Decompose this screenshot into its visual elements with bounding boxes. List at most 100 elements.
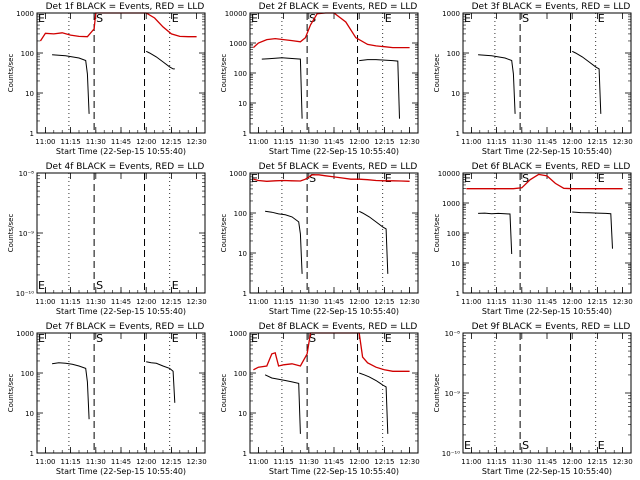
x-tick-label: 11:45: [537, 138, 557, 146]
y-tick-label: 1000: [442, 10, 460, 18]
y-tick-label: 10⁻⁹: [445, 390, 461, 398]
x-tick-label: 11:30: [512, 298, 532, 306]
y-tick-label: 1: [243, 290, 247, 298]
plot-frame: [249, 172, 419, 294]
x-tick-label: 12:15: [161, 138, 181, 146]
y-tick-label: 1000: [229, 40, 247, 48]
y-tick-label: 10⁻⁹: [19, 230, 35, 238]
marker-label: E: [598, 12, 605, 25]
marker-label: S: [96, 279, 103, 292]
events-series-line: [478, 212, 513, 255]
plot-frame: [249, 12, 419, 134]
x-tick-label: 12:15: [374, 138, 394, 146]
subplot-title: Det 1f BLACK = Events, RED = LLD: [46, 2, 205, 12]
plot-frame: [36, 332, 206, 454]
y-tick-label: 1: [30, 450, 34, 458]
events-series-line: [52, 54, 90, 114]
y-tick-label: 100: [234, 70, 247, 78]
x-tick-label: 12:15: [374, 458, 394, 466]
subplot-title: Det 8f BLACK = Events, RED = LLD: [259, 322, 418, 332]
plot-frame: [462, 12, 632, 134]
x-tick-label: 12:30: [400, 138, 420, 146]
lld-series-line: [466, 173, 623, 190]
y-tick-label: 1: [456, 130, 460, 138]
x-tick-label: 11:15: [487, 138, 507, 146]
x-tick-label: 11:45: [111, 298, 131, 306]
corner-label: E: [38, 332, 45, 345]
x-axis-label: Start Time (22-Sep-15 10:55:40): [56, 147, 186, 156]
y-tick-label: 100: [447, 50, 460, 58]
events-series-line: [265, 210, 303, 274]
plot-frame: [462, 172, 632, 294]
x-tick-label: 11:00: [35, 458, 55, 466]
y-tick-label: 100: [21, 370, 34, 378]
y-tick-label: 1: [456, 290, 460, 298]
x-tick-label: 11:30: [299, 138, 319, 146]
marker-label: E: [598, 439, 605, 452]
x-tick-label: 12:15: [161, 298, 181, 306]
x-tick-label: 11:30: [86, 458, 106, 466]
x-axis-label: Start Time (22-Sep-15 10:55:40): [56, 467, 186, 476]
y-tick-label: 10: [25, 410, 34, 418]
x-tick-label: 12:30: [400, 458, 420, 466]
y-tick-label: 10⁻⁸: [19, 170, 35, 178]
x-tick-label: 11:45: [324, 138, 344, 146]
y-tick-label: 1000: [16, 330, 34, 338]
x-tick-label: 11:45: [537, 298, 557, 306]
x-tick-label: 11:15: [61, 298, 81, 306]
marker-label: S: [96, 332, 103, 345]
y-tick-label: 10: [451, 260, 460, 268]
subplot-title: Det 9f BLACK = Events, RED = LLD: [472, 322, 631, 332]
subplot: Det 8f BLACK = Events, RED = LLD Counts/s…: [220, 322, 420, 476]
x-tick-label: 11:30: [299, 298, 319, 306]
y-tick-label: 1000: [16, 10, 34, 18]
x-tick-label: 11:30: [512, 458, 532, 466]
events-series-line: [359, 59, 400, 119]
events-series-line: [52, 362, 90, 420]
marker-label: E: [172, 279, 179, 292]
events-series-line: [572, 211, 613, 249]
plot-frame: [36, 12, 206, 134]
events-series-line: [264, 374, 301, 434]
y-tick-label: 10: [238, 100, 247, 108]
plot-frame: [36, 172, 206, 294]
marker-label: E: [172, 332, 179, 345]
y-tick-label: 10: [451, 90, 460, 98]
x-tick-label: 12:15: [587, 458, 607, 466]
x-tick-label: 12:30: [613, 458, 633, 466]
x-tick-label: 12:00: [562, 138, 582, 146]
y-tick-label: 100: [234, 370, 247, 378]
y-axis-label: Counts/sec: [433, 214, 441, 253]
y-tick-label: 10⁻⁸: [445, 330, 461, 338]
subplot: Det 7f BLACK = Events, RED = LLD Counts/s…: [7, 322, 207, 476]
x-tick-label: 11:15: [274, 298, 294, 306]
x-tick-label: 12:15: [587, 298, 607, 306]
x-tick-label: 12:00: [562, 458, 582, 466]
corner-label: E: [464, 172, 471, 185]
y-axis-label: Counts/sec: [433, 374, 441, 413]
x-axis-label: Start Time (22-Sep-15 10:55:40): [482, 307, 612, 316]
x-tick-label: 11:30: [86, 298, 106, 306]
y-axis-label: Counts/sec: [7, 374, 15, 413]
x-tick-label: 11:00: [248, 138, 268, 146]
corner-label: E: [464, 439, 471, 452]
x-tick-label: 11:45: [324, 458, 344, 466]
x-tick-label: 12:30: [187, 458, 207, 466]
subplot: Det 3f BLACK = Events, RED = LLD Counts/s…: [433, 2, 633, 156]
marker-label: S: [522, 12, 529, 25]
x-tick-label: 11:00: [248, 458, 268, 466]
x-axis-label: Start Time (22-Sep-15 10:55:40): [482, 467, 612, 476]
y-tick-label: 100: [21, 50, 34, 58]
x-tick-label: 11:15: [61, 138, 81, 146]
subplot-title: Det 7f BLACK = Events, RED = LLD: [46, 322, 205, 332]
x-tick-label: 12:00: [349, 458, 369, 466]
x-tick-label: 12:00: [136, 458, 156, 466]
events-series-line: [478, 54, 516, 114]
y-tick-label: 100: [447, 230, 460, 238]
x-axis-label: Start Time (22-Sep-15 10:55:40): [482, 147, 612, 156]
y-tick-label: 1000: [442, 200, 460, 208]
y-tick-label: 10: [238, 250, 247, 258]
x-tick-label: 12:00: [349, 298, 369, 306]
marker-label: E: [385, 332, 392, 345]
